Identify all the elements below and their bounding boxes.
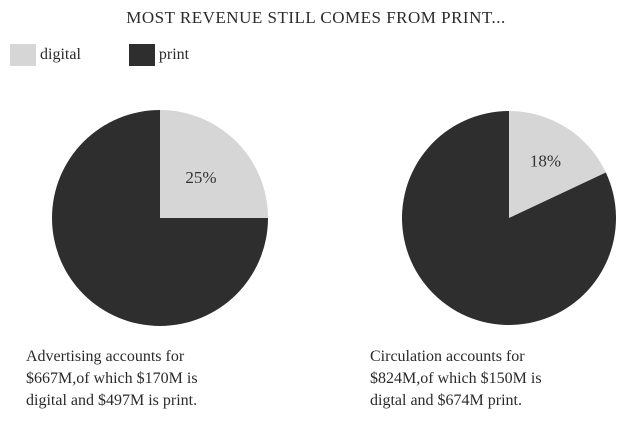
legend-swatch-digital [10, 44, 36, 66]
legend-label-digital: digital [40, 46, 81, 63]
legend-item-digital: digital [10, 44, 81, 66]
pie-advertising-label-digital: 25% [185, 168, 216, 187]
caption-circulation-line-3: digtal and $674M print. [370, 392, 522, 409]
pie-advertising-slice-digital [160, 110, 268, 218]
legend: digital print [10, 44, 237, 66]
caption-advertising: Advertising accounts for $667M,of which … [26, 346, 316, 412]
caption-circulation-line-2: $824M,of which $150M is [370, 370, 542, 387]
caption-circulation: Circulation accounts for $824M,of which … [370, 346, 630, 412]
caption-advertising-line-1: Advertising accounts for [26, 348, 185, 365]
pie-circulation-slice-digital [509, 111, 606, 218]
caption-advertising-line-2: $667M,of which $170M is [26, 370, 198, 387]
pie-advertising-slice-print [52, 110, 268, 326]
pie-circulation-label-digital: 18% [530, 152, 561, 171]
chart-title: MOST REVENUE STILL COMES FROM PRINT... [126, 8, 506, 27]
pie-circulation-slice-print [401, 111, 616, 325]
legend-item-print: print [128, 44, 190, 66]
legend-label-print: print [158, 46, 190, 63]
legend-swatch-print [128, 44, 155, 66]
caption-advertising-line-3: digital and $497M is print. [26, 392, 198, 409]
caption-circulation-line-1: Circulation accounts for [370, 348, 525, 365]
